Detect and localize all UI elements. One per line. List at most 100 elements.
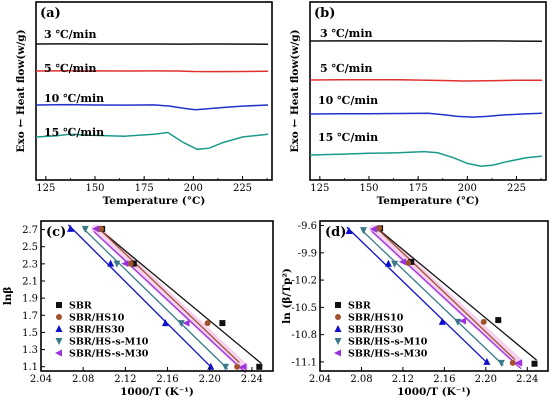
y-tick-label: 1.3 [22, 345, 38, 356]
x-tick-label: 150 [85, 183, 104, 194]
x-tick-label: 125 [310, 183, 329, 194]
y-tick-label: -10.8 [291, 330, 317, 341]
data-point [182, 319, 190, 327]
fit-line [371, 230, 522, 370]
y-tick-label: -11.1 [291, 357, 317, 368]
y-tick-label: -9.9 [298, 248, 317, 259]
plot-frame [309, 1, 547, 181]
data-point [121, 260, 129, 268]
data-point [459, 317, 467, 325]
data-point [495, 317, 502, 324]
x-tick-label: 2.08 [350, 374, 372, 385]
x-tick-label: 2.08 [72, 374, 94, 385]
legend-entry: SBR/HS10 [348, 313, 404, 324]
x-tick-label: 2.04 [309, 374, 331, 385]
data-point [107, 259, 115, 267]
x-tick-label: 2.12 [114, 374, 136, 385]
data-point [161, 319, 169, 327]
panel-label: (c) [46, 225, 66, 240]
curve-label: 10 ℃/min [318, 94, 378, 107]
data-point [384, 259, 392, 267]
data-point [531, 360, 538, 367]
chart-b: 125 150 175 200 225 3 ℃/min 5 ℃/min 10 ℃/min 15 … [289, 1, 547, 207]
y-tick-label: 1.7 [22, 311, 38, 322]
fit-line [99, 229, 262, 365]
legend-entry: SBR [69, 301, 92, 312]
fit-line [98, 228, 240, 364]
plot-frame [319, 220, 549, 372]
x-tick-label: 2.16 [433, 374, 455, 385]
data-point [98, 225, 105, 232]
x-tick-label: 175 [135, 183, 154, 194]
x-axis-title: 1000/T (K⁻¹) [120, 386, 194, 398]
x-axis-title: 1000/T (K⁻¹) [397, 386, 471, 398]
data-point [127, 260, 134, 267]
data-point [454, 318, 462, 326]
heat-flow-curve [309, 112, 543, 118]
data-point [204, 320, 211, 327]
data-point [398, 258, 406, 266]
data-point [239, 363, 247, 371]
fit-line [361, 229, 504, 366]
curve-label: 3 ℃/min [44, 28, 97, 41]
y-axis-title: ln (β/Tp²) [281, 268, 293, 324]
x-tick-label: 2.24 [241, 374, 263, 385]
data-point [55, 338, 63, 345]
heat-flow-curve [309, 150, 543, 167]
x-tick-label: 225 [507, 183, 526, 194]
panel-label: (a) [40, 6, 61, 21]
y-tick-label: -9.6 [298, 221, 317, 232]
plot-frame [40, 220, 274, 372]
data-point [113, 260, 121, 268]
fit-line [346, 226, 490, 366]
data-point [334, 325, 342, 332]
data-point [334, 349, 341, 357]
data-point [509, 359, 516, 366]
y-axis-title: lnβ [2, 287, 14, 306]
data-point [177, 320, 185, 328]
data-point [335, 302, 341, 308]
data-point [81, 225, 89, 233]
y-tick-label: -10.2 [291, 276, 317, 287]
y-tick-label: 2.5 [22, 242, 38, 253]
x-tick-label: 2.20 [199, 374, 221, 385]
legend-entry: SBR/HS10 [69, 313, 125, 324]
data-point [234, 363, 241, 370]
curve-label: 5 ℃/min [44, 62, 97, 75]
curve-label: 10 ℃/min [44, 92, 104, 105]
fit-line [93, 230, 247, 374]
y-axis-title: Exo ← Heat flow(w/g) [15, 29, 27, 152]
curve-label: 5 ℃/min [320, 62, 373, 75]
data-point [56, 302, 62, 308]
fit-line [377, 228, 538, 361]
fit-line [82, 227, 229, 370]
chart-a: 125 150 175 200 225 3 ℃/min 5 ℃/min 10 ℃/min 15 … [15, 1, 273, 207]
data-point [222, 363, 230, 371]
legend-entry: SBR/HS-s-M30 [69, 349, 149, 360]
y-tick-label: 1.5 [22, 328, 38, 339]
y-tick-label: 2.7 [22, 225, 38, 236]
data-point [480, 318, 487, 325]
data-point [438, 317, 446, 325]
x-axis-title: Temperature (°C) [103, 195, 206, 207]
x-tick-label: 225 [233, 183, 252, 194]
legend-entry: SBR/HS-s-M10 [69, 337, 149, 348]
data-point [483, 357, 491, 365]
curve-label: 15 ℃/min [318, 131, 378, 144]
heat-flow-curve [35, 70, 269, 73]
data-point [55, 325, 63, 332]
y-tick-label: 1.9 [22, 294, 38, 305]
data-point [369, 225, 377, 233]
data-point [497, 359, 505, 367]
y-tick-label: 2.3 [22, 259, 38, 270]
x-axis-title: Temperature (°C) [377, 195, 480, 207]
data-point [67, 224, 75, 232]
x-tick-label: 2.16 [156, 374, 178, 385]
panel-label: (d) [325, 225, 346, 240]
heat-flow-curve [35, 103, 269, 111]
legend-entry: SBR/HS-s-M10 [348, 337, 428, 348]
x-tick-label: 2.20 [475, 374, 497, 385]
data-point [256, 363, 263, 370]
x-tick-label: 175 [409, 183, 428, 194]
